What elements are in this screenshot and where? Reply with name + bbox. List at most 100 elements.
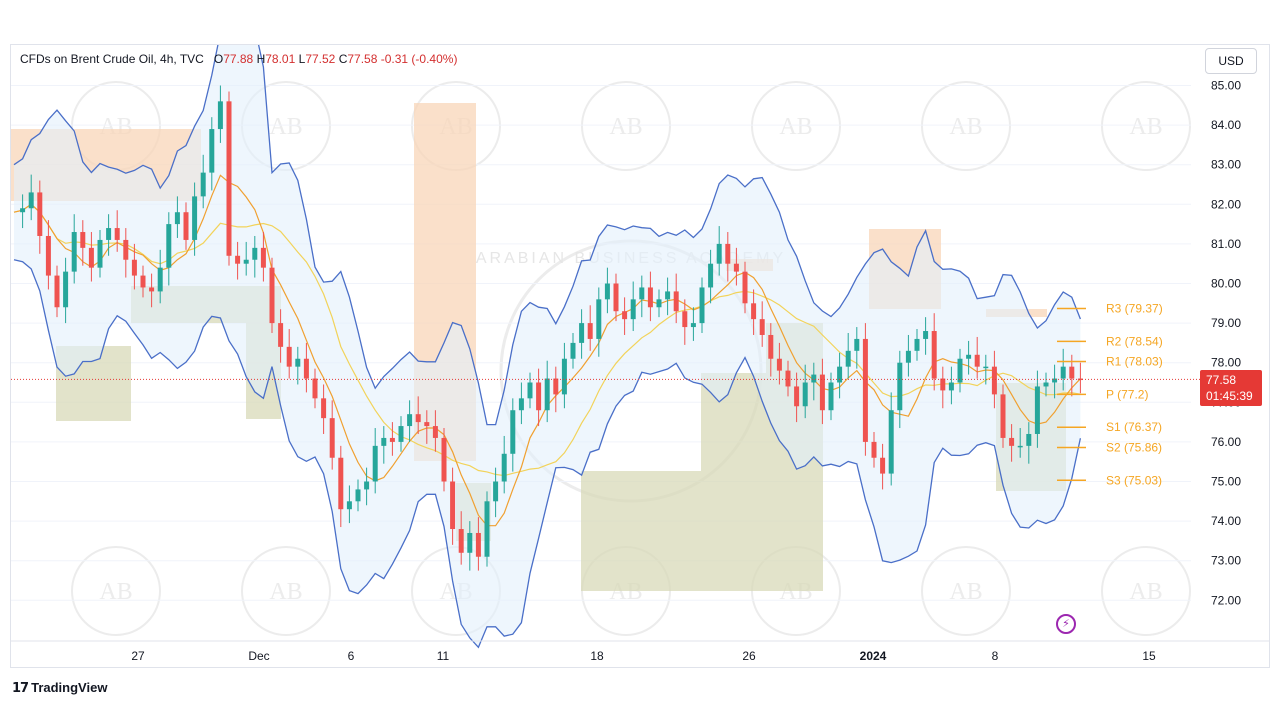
candle-up [802,382,808,407]
candle-up [630,299,636,320]
candle-down [226,101,232,256]
candle-down [819,374,825,411]
x-tick-label: Dec [248,649,269,663]
candle-down [441,437,447,482]
candle-up [923,331,929,339]
candle-down [759,319,765,335]
candle-up [854,338,860,351]
candle-up [690,323,696,328]
candle-down [140,275,146,288]
candle-up [905,350,911,363]
candle-down [269,267,275,324]
y-tick-label: 85.00 [1211,79,1241,93]
candle-up [209,129,215,173]
candle-up [28,192,34,209]
price-chart[interactable]: ABABABABABABABABABABABABABABARABIAN BUSI… [11,45,1269,667]
candle-up [518,398,524,411]
pivot-label: P (77.2) [1106,387,1148,401]
candle-down [149,287,155,292]
candle-down [183,212,189,240]
slow-ma-line [13,203,1081,477]
candle-down [931,331,937,379]
candle-up [106,228,112,240]
watermark-logo [71,546,161,636]
candle-up [1017,445,1023,448]
last-price-badge: 77.58 01:45:39 [1200,370,1262,406]
bar-countdown: 01:45:39 [1206,389,1253,403]
symbol-name: CFDs on Brent Crude Oil, 4h, TVC [20,52,204,66]
x-tick-label: 8 [992,649,999,663]
candle-up [596,299,602,339]
candle-down [768,334,774,359]
candle-down [450,481,456,530]
candle-down [1069,366,1075,379]
pivot-label: R1 (78.03) [1106,355,1163,369]
candle-up [1052,378,1058,383]
candle-down [1009,437,1015,446]
candle-up [570,342,576,359]
pivot-label: S3 (75.03) [1106,473,1162,487]
watermark-logo-text: AB [1129,114,1162,140]
bollinger-upper [13,45,1082,426]
watermark-logo [1101,81,1191,171]
candle-up [561,358,567,395]
watermark-logo [1101,546,1191,636]
y-tick-label: 76.00 [1211,435,1241,449]
candle-down [776,358,782,371]
bollinger-fill [14,45,1081,648]
candle-down [673,291,679,312]
lightning-icon[interactable]: ⚡ [1056,614,1076,634]
x-tick-label: 6 [348,649,355,663]
x-tick-label: 26 [742,649,756,663]
watermark-logo-text: AB [779,114,812,140]
candle-up [665,291,671,300]
candle-down [45,235,51,276]
candle-up [192,196,198,240]
candle-up [699,287,705,324]
candle-down [974,354,980,367]
candle-up [355,489,361,502]
y-tick-label: 83.00 [1211,158,1241,172]
candle-down [733,263,739,272]
watermark-logo [241,546,331,636]
candle-down [991,366,997,395]
watermark-logo [921,81,1011,171]
candle-down [536,382,542,411]
candle-up [1043,382,1049,387]
watermark-logo [751,81,841,171]
chart-area[interactable]: ABABABABABABABABABABABABABABARABIAN BUSI… [10,44,1270,668]
tv-logo-icon: 𝟭𝟳 [12,680,29,695]
candle-down [1077,378,1083,381]
watermark-logo-text: AB [1129,579,1162,605]
candle-up [544,378,550,411]
candle-up [174,212,180,225]
candle-down [553,378,559,395]
candle-down [80,232,86,248]
candle-down [286,346,292,367]
open-value: 77.88 [223,52,254,66]
tradingview-logo[interactable]: 𝟭𝟳 TradingView [12,680,107,696]
candle-down [475,532,481,557]
candle-up [372,445,378,482]
candle-down [785,370,791,387]
x-tick-label: 18 [590,649,604,663]
candle-up [398,426,404,442]
last-price: 77.58 [1206,373,1237,387]
candle-down [123,239,129,260]
candle-up [200,172,206,197]
candle-down [880,457,886,474]
candle-up [1060,366,1066,379]
candle-down [751,303,757,320]
bollinger-lower [13,259,1082,649]
open-label: O [213,52,224,66]
candle-down [432,426,438,438]
candle-up [157,267,163,292]
candle-up [527,382,533,399]
candle-down [725,243,731,264]
currency-button[interactable]: USD [1205,48,1257,74]
candle-up [364,481,370,490]
candle-down [131,259,137,276]
y-tick-label: 72.00 [1211,593,1241,607]
demand-zone [701,373,766,591]
candle-down [424,422,430,427]
